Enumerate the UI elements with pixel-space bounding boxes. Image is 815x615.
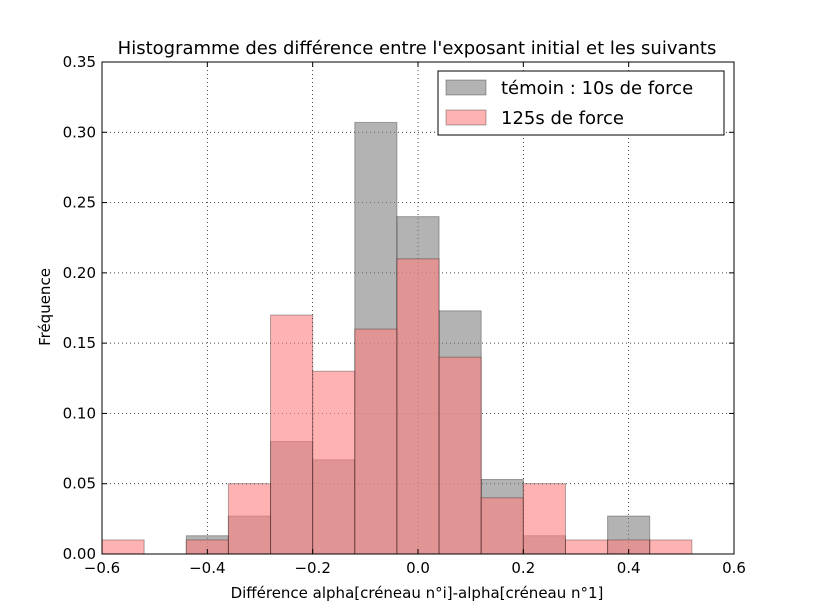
- y-tick-label: 0.00: [63, 545, 96, 563]
- x-tick-label: 0.2: [511, 559, 535, 577]
- bar-125s: [101, 539, 145, 555]
- x-axis-label: Différence alpha[créneau n°i]-alpha[crén…: [231, 584, 604, 602]
- bar-125s: [396, 258, 440, 555]
- legend-swatch-125s: [445, 109, 487, 126]
- bar-125s: [227, 483, 272, 555]
- bar-125s: [354, 328, 398, 555]
- bar-125s: [270, 314, 314, 555]
- chart-title: Histogramme des différence entre l'expos…: [118, 38, 717, 59]
- bars: [101, 121, 693, 555]
- bar-125s: [522, 483, 566, 555]
- x-tick-label: 0.6: [722, 559, 746, 577]
- y-tick-label: 0.35: [63, 53, 96, 71]
- legend-swatch-temoin: [445, 79, 487, 96]
- y-tick-label: 0.15: [63, 334, 96, 352]
- bar-125s: [312, 370, 356, 555]
- axis-ticks: −0.6 −0.4 −0.2 0.0 0.2 0.4 0.6 0.00 0.05 0.10 0.15…: [63, 53, 746, 577]
- y-tick-label: 0.10: [63, 404, 96, 422]
- x-tick-label: 0.4: [617, 559, 641, 577]
- legend-label-125s: 125s de force: [501, 108, 624, 129]
- x-tick-label: −0.2: [294, 559, 330, 577]
- y-axis-label: Fréquence: [36, 268, 54, 346]
- legend-label-temoin: témoin : 10s de force: [501, 78, 693, 99]
- y-tick-label: 0.05: [63, 475, 96, 493]
- y-tick-label: 0.25: [63, 194, 96, 212]
- legend: témoin : 10s de force 125s de force: [437, 70, 725, 136]
- y-tick-label: 0.20: [63, 264, 96, 282]
- x-tick-label: −0.4: [189, 559, 225, 577]
- x-tick-label: 0.0: [406, 559, 430, 577]
- y-tick-label: 0.30: [63, 123, 96, 141]
- bar-125s: [564, 539, 609, 555]
- x-tick-label: −0.6: [84, 559, 120, 577]
- bar-125s: [438, 356, 482, 555]
- bar-125s: [480, 497, 524, 555]
- bar-125s: [649, 539, 693, 555]
